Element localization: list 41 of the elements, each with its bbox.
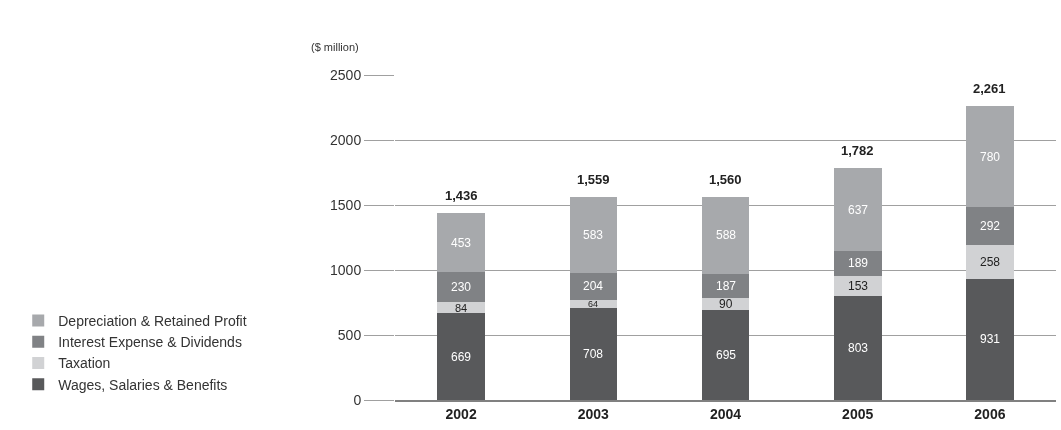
y-tick-label: 2500	[330, 66, 362, 83]
x-tick-label: 2003	[577, 405, 610, 422]
data-label: 64	[588, 299, 599, 309]
data-label: 669	[451, 350, 472, 364]
data-label: 583	[583, 228, 604, 242]
legend-label: Wages, Salaries & Benefits	[58, 376, 228, 393]
legend-label: Depreciation & Retained Profit	[58, 313, 247, 330]
data-label: 204	[583, 279, 604, 293]
y-tick-label: 1500	[330, 196, 362, 213]
data-label: 695	[716, 348, 737, 362]
y-tick-label: 0	[353, 391, 362, 408]
legend-label: Taxation	[58, 355, 111, 372]
data-label: 230	[451, 280, 472, 294]
y-axis-title: ($ million)	[311, 41, 359, 53]
total-label: 2,261	[973, 81, 1006, 96]
data-label: 453	[451, 236, 472, 250]
data-label: 803	[848, 341, 869, 355]
y-tick-label: 2000	[330, 131, 362, 148]
data-label: 90	[719, 297, 733, 311]
total-label: 1,559	[577, 172, 610, 187]
y-tick-label: 500	[337, 326, 362, 343]
data-label: 153	[848, 279, 869, 293]
data-label: 637	[848, 203, 869, 217]
data-label: 189	[848, 256, 869, 270]
x-tick-label: 2006	[974, 405, 1006, 422]
total-label: 1,436	[445, 188, 478, 203]
data-label: 708	[583, 347, 604, 361]
data-label: 187	[716, 279, 737, 293]
data-label: 258	[980, 255, 1001, 269]
x-tick-label: 2004	[709, 405, 742, 422]
x-tick-label: 2002	[445, 405, 477, 422]
y-tick-label: 1000	[330, 261, 362, 278]
data-label: 780	[980, 150, 1001, 164]
data-label: 292	[980, 219, 1001, 233]
data-label: 588	[716, 228, 737, 242]
total-label: 1,560	[709, 172, 742, 187]
data-label: 84	[455, 302, 468, 314]
data-label: 931	[980, 332, 1001, 346]
total-label: 1,782	[841, 143, 874, 158]
x-tick-label: 2005	[842, 405, 874, 422]
legend-label: Interest Expense & Dividends	[58, 334, 242, 351]
